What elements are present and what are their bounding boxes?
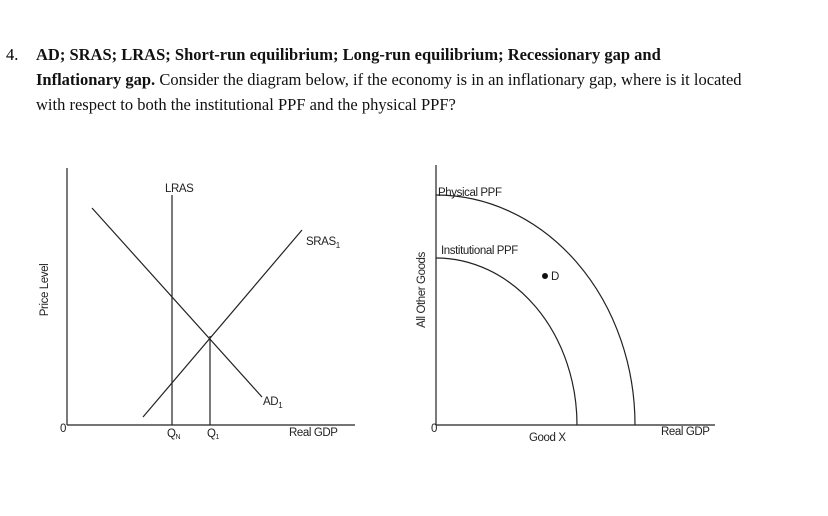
q1-label: Q1	[207, 428, 220, 441]
question-heading: AD; SRAS; LRAS; Short-run equilibrium; L…	[36, 45, 661, 89]
ad-base: AD	[263, 396, 278, 408]
point-label: D	[551, 271, 559, 283]
physical-ppf	[435, 194, 636, 426]
sras-line	[142, 229, 303, 418]
y-label: All Other Goods	[416, 251, 428, 327]
x-label: Real GDP	[289, 427, 338, 439]
y-label: Price Level	[39, 264, 51, 317]
sras-sub: 1	[336, 241, 341, 250]
institutional-label: Institutional PPF	[441, 245, 518, 257]
q1-sub: 1	[216, 434, 220, 441]
qn-label: QN	[167, 428, 181, 441]
ad-line	[91, 207, 263, 398]
good-x-label: Good X	[529, 432, 566, 444]
question: AD; SRAS; LRAS; Short-run equilibrium; L…	[36, 42, 748, 117]
q1-base: Q	[207, 428, 216, 440]
institutional-ppf	[435, 257, 578, 426]
qn-base: Q	[167, 428, 176, 440]
sras-base: SRAS	[306, 236, 336, 248]
physical-label: Physical PPF	[438, 187, 502, 199]
right-diagram: 0 All Other Goods Physical PPF Instituti…	[416, 165, 715, 444]
sras-label: SRAS1	[306, 236, 341, 250]
lras-label: LRAS	[165, 183, 194, 195]
ad-label: AD1	[263, 396, 283, 410]
x-label: Real GDP	[661, 426, 710, 438]
left-diagram: 0 Price Level LRAS SRAS1 AD1 QN Q1 Real …	[39, 168, 355, 441]
point-d	[542, 273, 548, 279]
ad-sub: 1	[278, 401, 283, 410]
origin: 0	[60, 423, 66, 435]
origin: 0	[431, 423, 437, 435]
question-number: 4.	[6, 45, 19, 64]
qn-sub: N	[176, 434, 181, 441]
question-text: Consider the diagram below, if the econo…	[36, 70, 742, 114]
